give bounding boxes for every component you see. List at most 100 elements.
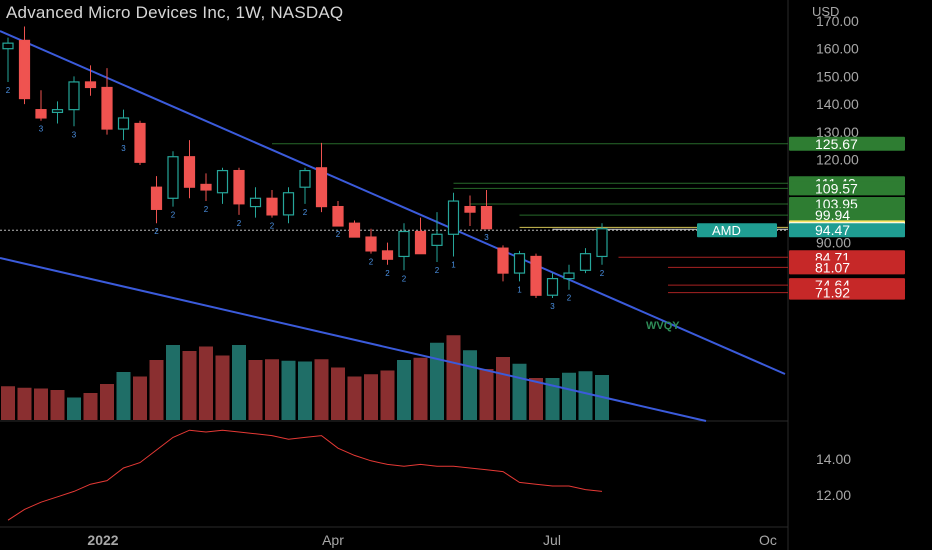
count-label: 3 <box>484 233 489 242</box>
volume-bar <box>578 371 593 420</box>
volume-bar <box>166 345 180 420</box>
candle-body <box>167 156 179 199</box>
price-tag-label: 103.95 <box>815 196 858 212</box>
price-tag <box>789 208 905 223</box>
chart-title: Advanced Micro Devices Inc, 1W, NASDAQ <box>6 3 344 22</box>
candle-body <box>282 192 295 216</box>
count-label: 2 <box>336 230 341 239</box>
indicator-line <box>7 429 603 521</box>
price-tag <box>789 285 905 300</box>
x-tick-label: Apr <box>322 532 344 548</box>
watermark-text: WVQY <box>646 320 680 332</box>
volume-bar <box>463 350 477 420</box>
candle-body <box>414 230 427 255</box>
count-label: 2 <box>402 274 407 283</box>
candle-body <box>35 109 47 119</box>
candle-body <box>447 200 460 235</box>
volume-bar <box>67 397 81 420</box>
volume-bar <box>116 372 131 420</box>
candle-body <box>464 205 476 213</box>
candle-body <box>530 255 542 296</box>
volume-bar <box>479 369 494 420</box>
candle-body <box>249 197 262 208</box>
volume-bar <box>1 386 15 420</box>
count-label: 2 <box>600 269 605 278</box>
count-label: 2 <box>385 269 390 278</box>
count-label: 2 <box>567 294 572 303</box>
volume-bar <box>182 351 197 420</box>
count-label: 2 <box>435 266 440 275</box>
indicator-tick-label: 14.00 <box>816 451 851 467</box>
y-tick-label: 90.00 <box>816 235 851 251</box>
y-tick-label: 150.00 <box>816 68 859 84</box>
y-tick-label: 160.00 <box>816 41 859 57</box>
candle-body <box>2 42 14 50</box>
count-label: 2 <box>171 211 176 220</box>
candle-body <box>51 109 64 114</box>
price-tag-label: 99.94 <box>815 207 850 223</box>
candle-body <box>299 169 311 188</box>
indicator-tick-label: 12.00 <box>816 487 851 503</box>
volume-bar <box>512 363 527 420</box>
volume-bar <box>496 357 510 420</box>
volume-bar <box>199 346 213 420</box>
count-label: 1 <box>451 260 456 269</box>
volume-bar <box>17 387 32 420</box>
candle-body <box>84 81 97 89</box>
x-tick-label: 2022 <box>87 532 118 548</box>
volume-bar <box>248 360 263 420</box>
volume-bar <box>232 345 246 420</box>
price-tag <box>789 260 905 275</box>
volume-bar <box>314 359 329 420</box>
volume-bar <box>430 342 444 420</box>
symbol-tag <box>697 223 777 238</box>
count-label: 3 <box>39 125 44 134</box>
y-tick-label: 170.00 <box>816 13 859 29</box>
candle-body <box>200 183 212 191</box>
y-tick-label: 120.00 <box>816 152 859 168</box>
volume-bar <box>34 388 48 420</box>
candle-body <box>332 205 344 227</box>
price-tag-label: 81.07 <box>815 259 850 275</box>
candle-body <box>431 233 443 246</box>
price-tag-label: 125.67 <box>815 136 858 152</box>
volume-bar <box>529 378 543 420</box>
symbol-tag-label: AMD <box>712 223 741 238</box>
volume-bar <box>364 374 378 420</box>
last-price-tag <box>789 223 905 238</box>
currency-label: USD <box>812 4 839 19</box>
candle-body <box>579 253 592 271</box>
trendline-upper <box>0 30 786 375</box>
y-tick-label: 140.00 <box>816 96 859 112</box>
volume-bar <box>281 360 296 420</box>
candle-body <box>398 230 410 258</box>
count-label: 3 <box>121 144 126 153</box>
candle-body <box>233 169 245 205</box>
price-tag <box>789 136 905 151</box>
y-tick-label: 130.00 <box>816 124 859 140</box>
volume-bar <box>298 361 312 420</box>
candle-body <box>563 272 575 280</box>
candle-body <box>315 167 328 208</box>
volume-bar <box>83 393 98 420</box>
count-label: 2 <box>204 205 209 214</box>
volume-bar <box>100 384 114 420</box>
candle-body <box>546 278 559 296</box>
count-label: 1 <box>517 285 522 294</box>
candle-body <box>117 117 130 130</box>
x-tick-label: Oc <box>759 532 777 548</box>
candle-body <box>381 250 394 260</box>
volume-bar <box>331 367 345 420</box>
candle-body <box>348 222 361 238</box>
candle-body <box>513 253 526 274</box>
candle-body <box>596 228 608 258</box>
volume-bar <box>545 378 560 420</box>
candle-body <box>134 122 146 163</box>
price-tag-label: 71.92 <box>815 285 850 301</box>
volume-bar <box>133 376 147 420</box>
volume-bar <box>265 359 279 420</box>
volume-bar <box>347 376 362 420</box>
candle-body <box>18 39 31 100</box>
candle-body <box>216 169 229 194</box>
